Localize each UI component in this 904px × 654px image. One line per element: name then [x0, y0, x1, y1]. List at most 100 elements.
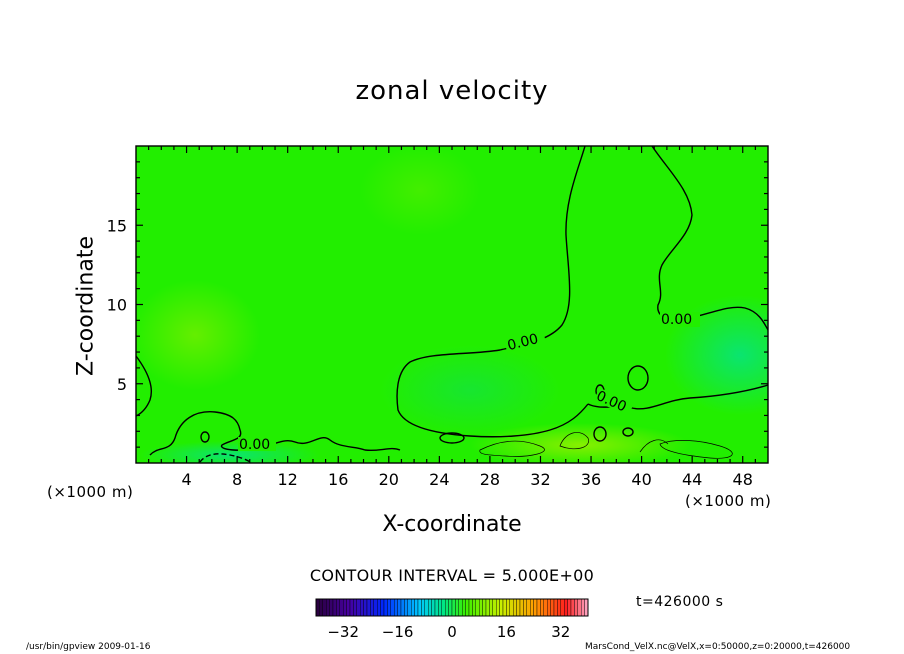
x-axis-label: X-coordinate	[382, 512, 522, 537]
contour-pos-1	[559, 432, 589, 450]
colorbar-cell	[380, 598, 385, 617]
x-tick-labels: 4 8 12 16 20 24 28 32 36 40 44 48	[181, 470, 752, 489]
colorbar	[315, 598, 589, 617]
colorbar-cell	[458, 598, 463, 617]
colorbar-cell	[513, 598, 517, 617]
contour-island-3	[200, 431, 210, 443]
x-tick-label: 28	[480, 470, 500, 489]
colorbar-cell	[492, 598, 497, 617]
colorbar-cell	[577, 598, 582, 617]
colorbar-cell	[431, 598, 436, 617]
colorbar-cell	[349, 598, 354, 617]
colorbar-tick-label: 16	[497, 623, 516, 641]
colorbar-tick-label: −32	[327, 623, 359, 641]
colorbar-cell	[383, 598, 388, 617]
colorbar-cell	[465, 598, 470, 617]
colorbar-cell	[336, 598, 340, 617]
colorbar-cell	[499, 598, 504, 617]
colorbar-cell	[553, 598, 558, 617]
colorbar-cell	[353, 598, 357, 617]
colorbar-cell	[509, 598, 514, 617]
colorbar-cell	[574, 598, 579, 617]
colorbar-cell	[472, 598, 476, 617]
colorbar-cell	[536, 598, 541, 617]
chart-title: zonal velocity	[355, 76, 549, 106]
colorbar-cell	[332, 598, 337, 617]
colorbar-cell	[339, 598, 344, 617]
colorbar-cell	[485, 598, 490, 617]
x-tick-label: 44	[682, 470, 702, 489]
x-tick-label: 8	[232, 470, 242, 489]
x-tick-label: 4	[181, 470, 191, 489]
x-tick-label: 20	[379, 470, 399, 489]
x-tick-label: 16	[328, 470, 348, 489]
colorbar-cell	[438, 598, 442, 617]
x-tick-label: 36	[581, 470, 601, 489]
colorbar-cell	[315, 598, 320, 617]
y-tick-labels: 5 10 15	[107, 216, 127, 394]
colorbar-cell	[414, 598, 419, 617]
colorbar-cell	[346, 598, 351, 617]
colorbar-cell	[489, 598, 493, 617]
colorbar-cell	[400, 598, 405, 617]
y-tick-label: 5	[117, 375, 127, 394]
y-tick-label: 10	[107, 296, 127, 315]
colorbar-cell	[479, 598, 483, 617]
colorbar-cell	[390, 598, 395, 617]
contour-pos-3	[659, 440, 733, 459]
colorbar-cell	[424, 598, 429, 617]
contour-pos-2	[479, 440, 545, 457]
contour-island-4	[593, 426, 607, 442]
colorbar-cell	[547, 598, 551, 617]
colorbar-cell	[519, 598, 524, 617]
colorbar-cell	[373, 598, 378, 617]
colorbar-frame	[315, 598, 589, 617]
colorbar-cell	[462, 598, 466, 617]
colorbar-cell	[421, 598, 425, 617]
footer-program: /usr/bin/gpview 2009-01-16	[26, 642, 151, 652]
zero-contour-main	[396, 146, 589, 438]
colorbar-cell	[445, 598, 449, 617]
zero-contour-right	[651, 146, 768, 331]
x-tick-label: 24	[429, 470, 449, 489]
colorbar-cell	[530, 598, 534, 617]
zero-contour-bottom	[149, 411, 401, 456]
colorbar-cell	[570, 598, 575, 617]
colorbar-cell	[319, 598, 323, 617]
colorbar-cell	[322, 598, 327, 617]
colorbar-cell	[370, 598, 374, 617]
colorbar-labels: −32 −16 0 16 32	[327, 623, 570, 641]
colorbar-cell	[451, 598, 456, 617]
colorbar-cell	[397, 598, 402, 617]
colorbar-cell	[543, 598, 548, 617]
x-tick-label: 32	[530, 470, 550, 489]
colorbar-cell	[482, 598, 487, 617]
colorbar-cell	[502, 598, 507, 617]
colorbar-cell	[581, 598, 585, 617]
contour-island-1	[627, 365, 649, 391]
contour-island-5	[622, 427, 634, 437]
x-tick-label: 48	[733, 470, 753, 489]
colorbar-cell	[557, 598, 562, 617]
colorbar-cell	[567, 598, 572, 617]
colorbar-cell	[356, 598, 361, 617]
colorbar-cell	[506, 598, 510, 617]
contour-label-1: 0.00	[506, 331, 540, 354]
contour-label-2: 0.00	[661, 312, 692, 328]
colorbar-cell	[411, 598, 415, 617]
colorbar-tick-label: −16	[382, 623, 414, 641]
x-tick-label: 40	[631, 470, 651, 489]
colorbar-cell	[326, 598, 330, 617]
y-axis-label: Z-coordinate	[73, 236, 99, 376]
contour-label-3: 0.00	[239, 437, 270, 453]
field-shading	[136, 146, 768, 463]
colorbar-cell	[468, 598, 473, 617]
colorbar-cell	[448, 598, 453, 617]
axes-ticks	[136, 146, 768, 463]
x-tick-label: 12	[278, 470, 298, 489]
x-unit-label-right: (×1000 m)	[685, 492, 772, 510]
colorbar-cell	[387, 598, 391, 617]
zero-contour-left	[136, 355, 152, 417]
colorbar-cell	[377, 598, 381, 617]
contour-interval-label: CONTOUR INTERVAL = 5.000E+00	[309, 566, 595, 585]
